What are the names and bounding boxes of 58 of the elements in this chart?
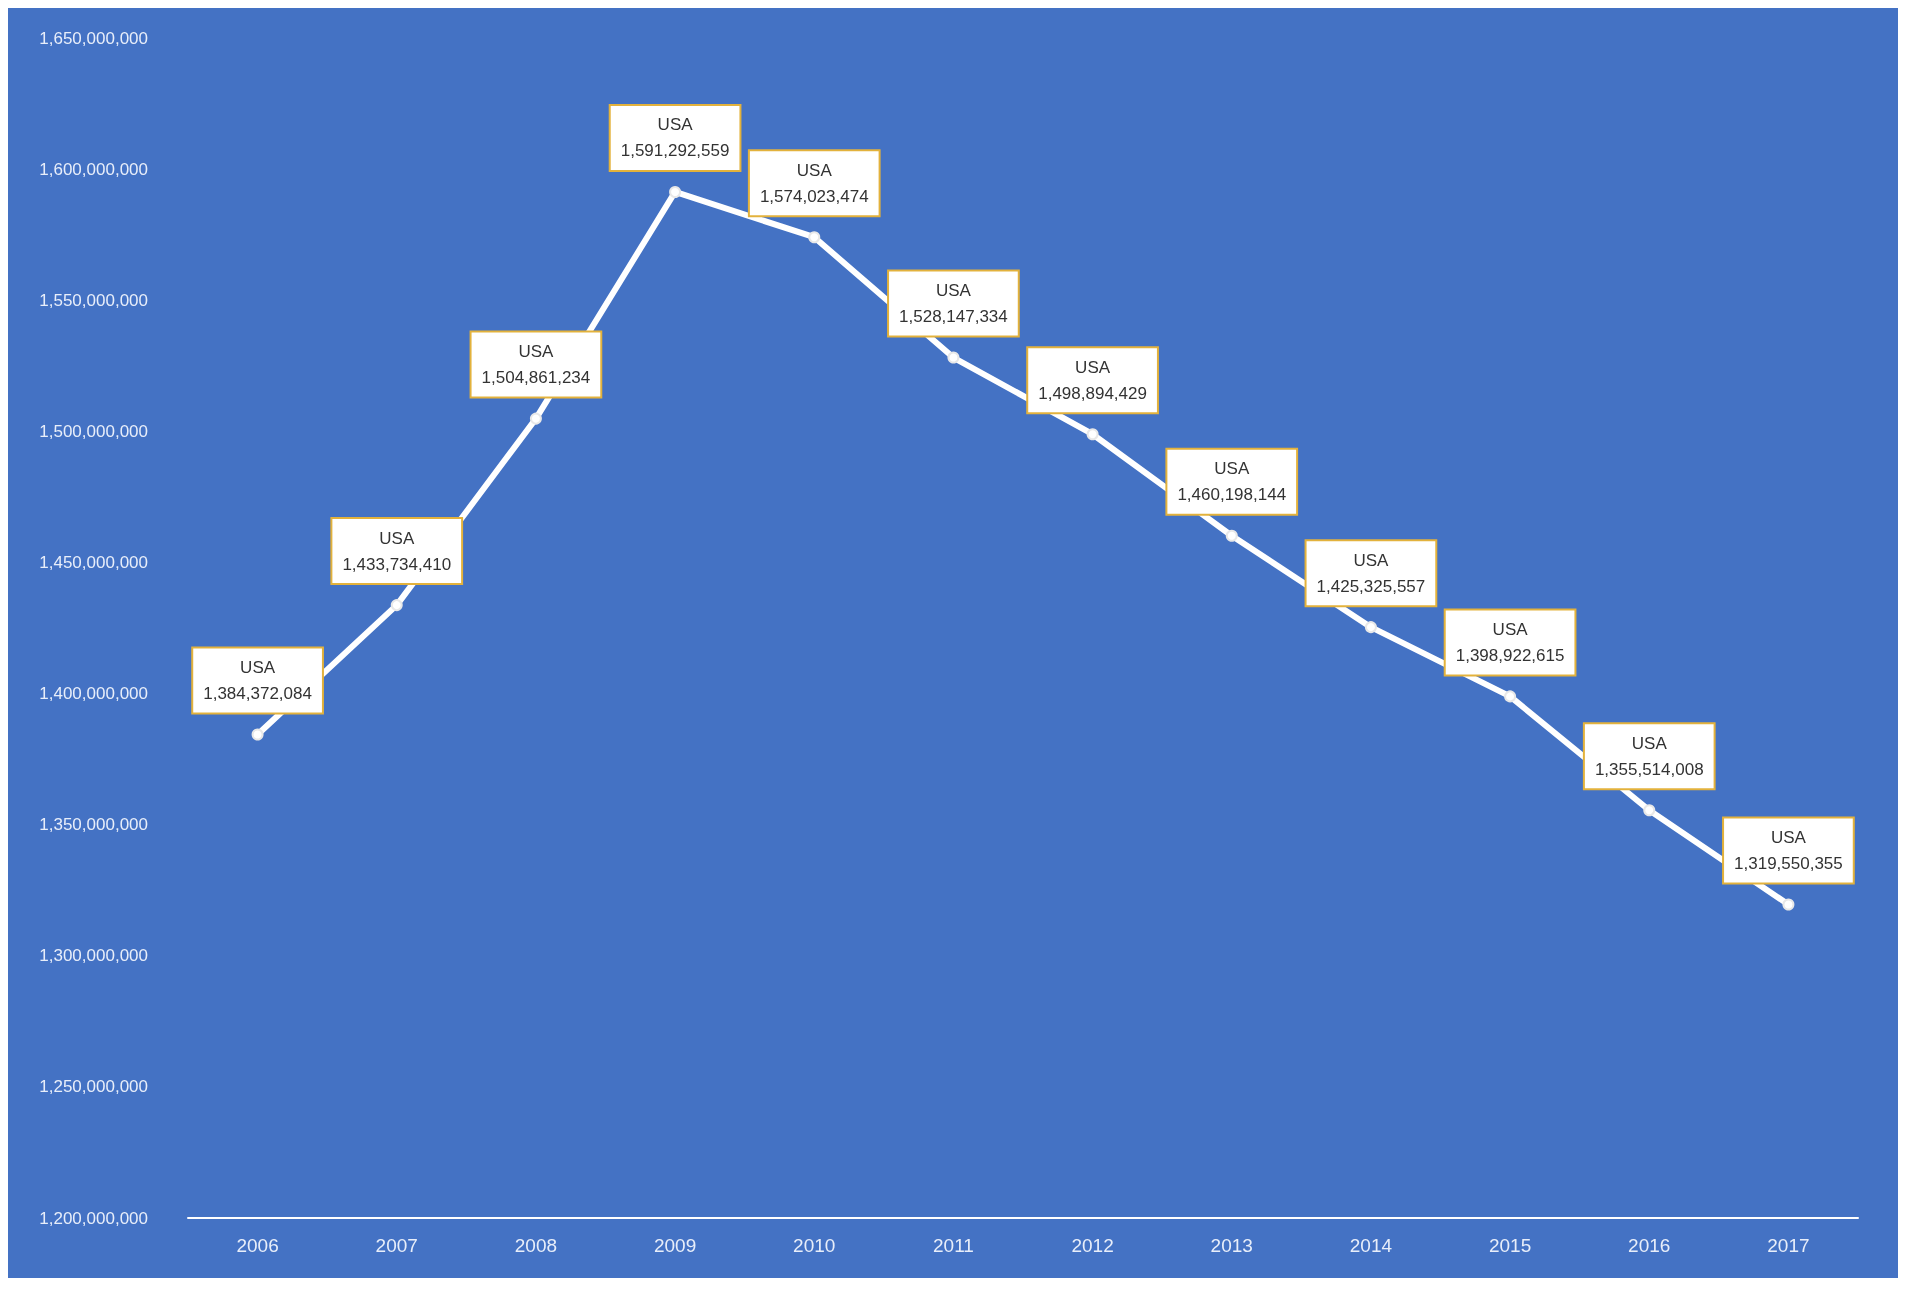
y-tick-label: 1,600,000,000 bbox=[39, 159, 148, 179]
x-tick-label: 2016 bbox=[1628, 1235, 1671, 1256]
point bbox=[251, 728, 264, 741]
text: USA bbox=[379, 528, 415, 548]
y-tick-label: 1,350,000,000 bbox=[39, 815, 148, 835]
x-tick-label: 2013 bbox=[1210, 1235, 1253, 1256]
x-tick-label: 2017 bbox=[1767, 1235, 1810, 1256]
y-tick-label: 1,450,000,000 bbox=[39, 552, 148, 572]
text: USA bbox=[935, 281, 971, 301]
point bbox=[1782, 898, 1795, 911]
y-tick-label: 1,200,000,000 bbox=[39, 1208, 148, 1228]
x-tick-label: 2012 bbox=[1071, 1235, 1114, 1256]
text: USA bbox=[1770, 828, 1806, 848]
data-label: 1,498,894,429 bbox=[1038, 383, 1147, 403]
data-label: 1,528,147,334 bbox=[899, 307, 1008, 327]
text: USA bbox=[657, 115, 693, 135]
x-tick-label: 2006 bbox=[236, 1235, 279, 1256]
point bbox=[1504, 690, 1517, 703]
point bbox=[808, 231, 821, 244]
y-tick-label: 1,650,000,000 bbox=[39, 28, 148, 48]
data-label: 1,355,514,008 bbox=[1594, 759, 1704, 779]
data-label: 1,591,292,559 bbox=[620, 141, 730, 161]
text: USA bbox=[1492, 619, 1528, 639]
text: USA bbox=[240, 658, 276, 678]
point bbox=[529, 412, 542, 425]
point bbox=[669, 185, 682, 198]
data-label: 1,425,325,557 bbox=[1316, 576, 1426, 596]
data-label: 1,384,372,084 bbox=[203, 684, 312, 704]
data-label: 1,433,734,410 bbox=[342, 554, 452, 574]
x-tick-label: 2009 bbox=[653, 1235, 697, 1256]
point bbox=[1643, 804, 1656, 817]
data-label: 1,319,550,355 bbox=[1734, 854, 1843, 874]
y-tick-label: 1,250,000,000 bbox=[39, 1077, 148, 1097]
data-label: 1,574,023,474 bbox=[759, 186, 869, 206]
data-label: 1,398,922,615 bbox=[1455, 645, 1565, 665]
text: USA bbox=[1353, 550, 1389, 570]
x-tick-label: 2014 bbox=[1349, 1235, 1393, 1256]
y-tick-label: 1,500,000,000 bbox=[39, 421, 148, 441]
y-tick-label: 1,300,000,000 bbox=[39, 946, 148, 966]
x-tick-label: 2010 bbox=[793, 1235, 836, 1256]
text: USA bbox=[796, 160, 832, 180]
data-label: 1,460,198,144 bbox=[1177, 485, 1287, 505]
text: USA bbox=[1075, 357, 1111, 377]
x-tick-label: 2008 bbox=[514, 1235, 558, 1256]
x-tick-label: 2015 bbox=[1488, 1235, 1532, 1256]
data-label: 1,504,861,234 bbox=[481, 368, 591, 388]
x-tick-label: 2007 bbox=[375, 1235, 418, 1256]
text: USA bbox=[1631, 733, 1667, 753]
text: USA bbox=[1214, 459, 1250, 479]
point bbox=[1086, 428, 1099, 441]
point bbox=[390, 599, 403, 612]
y-tick-label: 1,400,000,000 bbox=[39, 684, 148, 704]
x-tick-label: 2011 bbox=[932, 1235, 974, 1256]
point bbox=[1364, 621, 1377, 634]
y-tick-label: 1,550,000,000 bbox=[39, 290, 148, 310]
series-label: USA bbox=[518, 342, 555, 362]
point bbox=[947, 351, 960, 364]
point bbox=[1225, 529, 1238, 542]
